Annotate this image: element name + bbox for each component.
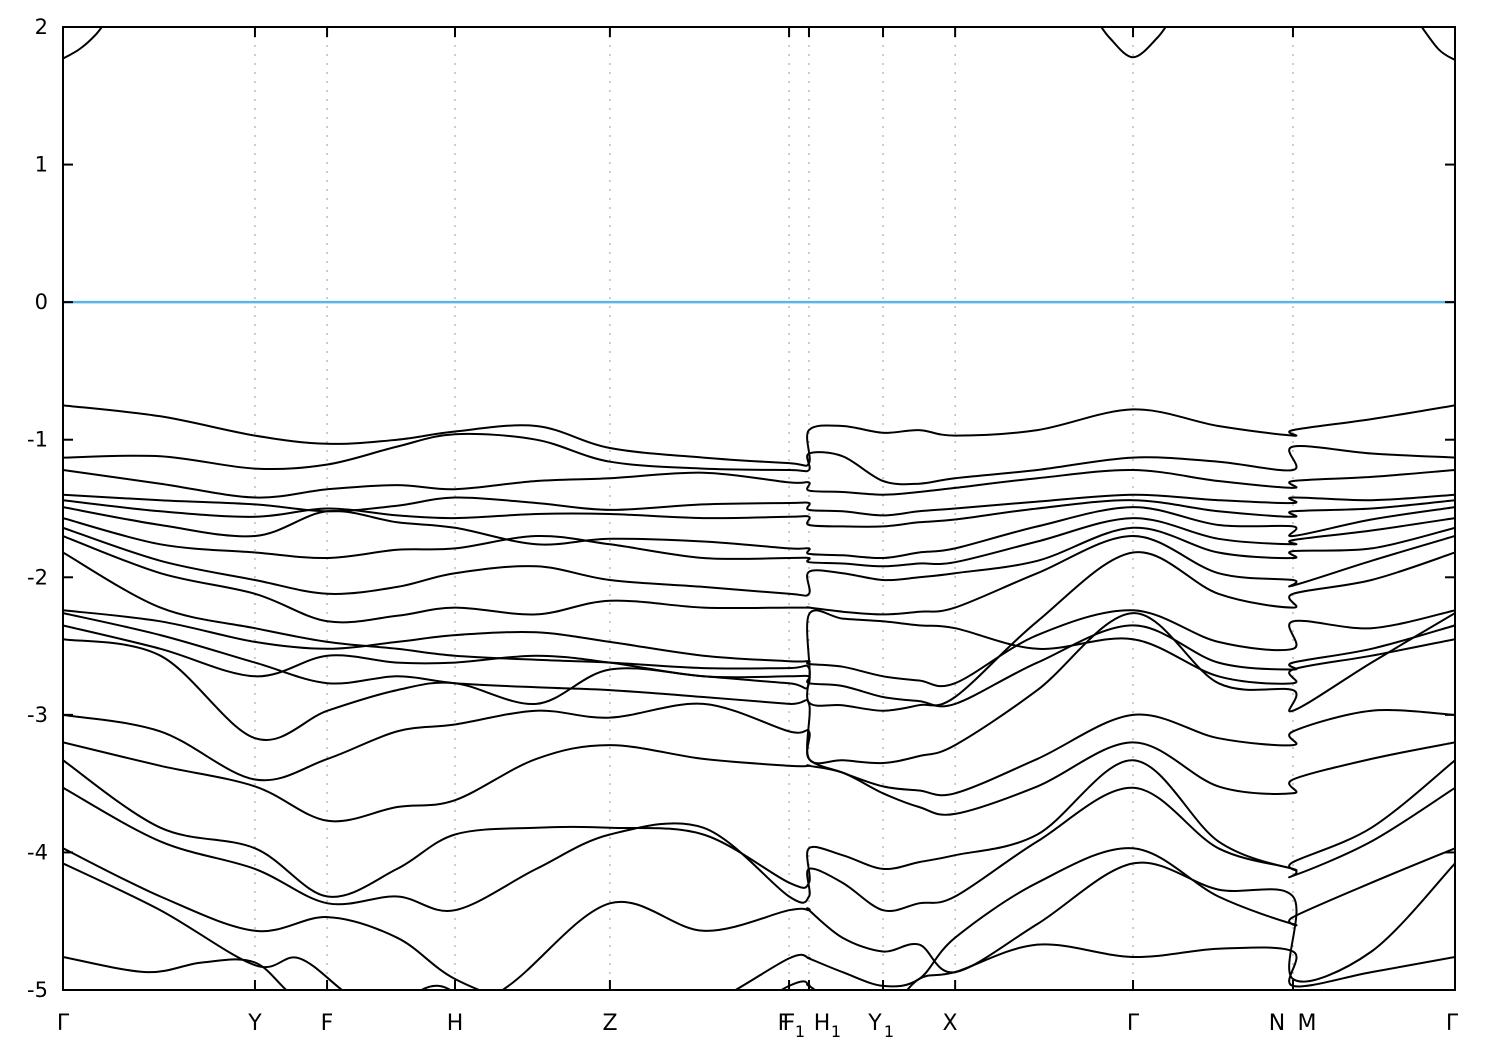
plot-border — [62, 26, 1456, 991]
x-tick-label: Γ — [57, 1011, 70, 1036]
band-curve — [63, 499, 1455, 528]
band-curve — [63, 493, 1455, 517]
y-axis-labels: 2 1 0 -1 -2 -3 -4 -5 — [27, 15, 48, 1002]
band-curve — [63, 27, 104, 60]
band-curve — [63, 847, 1455, 990]
x-tick-label: Γ — [1127, 1011, 1140, 1036]
band-curve — [63, 786, 1455, 912]
y-tick-label: -3 — [27, 703, 48, 727]
x-tick-label: Y — [247, 1011, 262, 1036]
band-curve — [63, 759, 1455, 898]
band-curve — [63, 551, 1455, 712]
band-curve — [63, 861, 1455, 990]
x-axis-labels: Γ Y F H Z FF 1 H 1 Y 1 X Γ N M Γ — [57, 1011, 1459, 1041]
x-tick-sublabel: 1 — [795, 1022, 805, 1041]
band-curve — [63, 702, 1455, 797]
x-tick-label: X — [942, 1011, 957, 1036]
x-tick-label: Z — [602, 1011, 617, 1036]
y-tick-label: -1 — [27, 428, 48, 452]
y-tick-label: 0 — [35, 290, 48, 314]
x-tick-label: N — [1269, 1011, 1285, 1036]
y-tick-label: -5 — [27, 978, 48, 1002]
x-tick-label: F — [783, 1011, 796, 1036]
y-tick-label: 1 — [35, 153, 48, 177]
band-curve — [63, 468, 1455, 499]
band-curve — [63, 624, 1455, 708]
band-curve — [63, 506, 1455, 560]
x-tick-sublabel: 1 — [884, 1022, 894, 1041]
x-tick-label: H — [447, 1011, 464, 1036]
band-curve — [63, 612, 1455, 765]
band-curve — [63, 741, 1455, 823]
x-tick-label: Γ — [1446, 1011, 1459, 1036]
band-curve — [63, 526, 1455, 597]
y-tick-label: -2 — [27, 565, 48, 589]
band-curve — [1420, 27, 1455, 61]
band-curve — [63, 517, 1455, 568]
band-curve — [63, 943, 1455, 990]
band-curve — [63, 432, 1455, 486]
x-tick-label: H — [814, 1011, 831, 1036]
band-curve — [63, 534, 1455, 624]
band-curve — [1100, 27, 1167, 59]
band-curves — [63, 27, 1455, 990]
axes — [62, 26, 1456, 991]
x-tick-sublabel: 1 — [831, 1022, 841, 1041]
x-tick-label: Y — [867, 1011, 882, 1036]
x-tick-label: F — [321, 1011, 334, 1036]
y-tick-label: 2 — [35, 15, 48, 39]
x-tick-label: F — [778, 1011, 791, 1036]
gridlines — [254, 27, 1294, 990]
band-curve — [63, 609, 1455, 741]
band-curve — [63, 404, 1455, 467]
x-tick-label: M — [1298, 1011, 1317, 1036]
y-tick-label: -4 — [27, 840, 48, 864]
